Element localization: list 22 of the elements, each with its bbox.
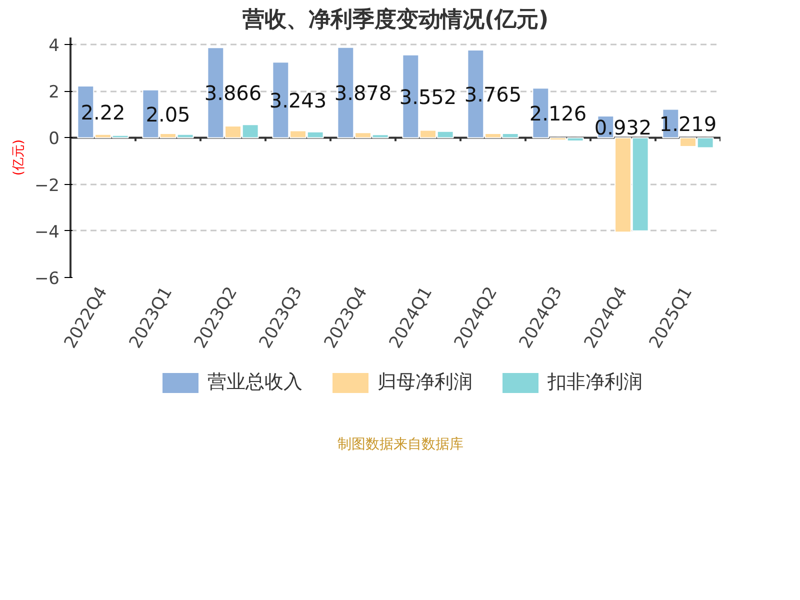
text: 制图数据来自数据库	[338, 436, 464, 452]
legend-label: 扣非净利润	[548, 370, 642, 395]
legend-label: 营业总收入	[208, 370, 302, 395]
data-label: 3.866	[204, 81, 262, 106]
data-label: 3.552	[399, 84, 457, 109]
y-tick-label: −4	[34, 222, 60, 242]
y-tick-label: −2	[34, 176, 60, 196]
legend-label: 归母净利润	[378, 370, 472, 395]
data-label: 3.878	[334, 81, 392, 106]
data-label: 3.243	[269, 88, 327, 112]
data-label: 2.05	[146, 102, 190, 126]
y-tick-label: 4	[48, 36, 60, 56]
data-label: 3.765	[464, 82, 522, 106]
y-tick-label: 0	[48, 129, 60, 150]
y-tick-label: 2	[48, 82, 60, 103]
y-tick-label: −6	[34, 269, 60, 289]
data-label: 1.219	[659, 112, 717, 136]
y-axis-title: (亿元)	[11, 139, 26, 176]
chart-title: 营收、净利季度变动情况(亿元)	[241, 6, 549, 32]
data-label: 2.126	[529, 101, 587, 126]
data-label: 0.932	[594, 115, 652, 140]
data-label: 2.22	[80, 100, 126, 124]
